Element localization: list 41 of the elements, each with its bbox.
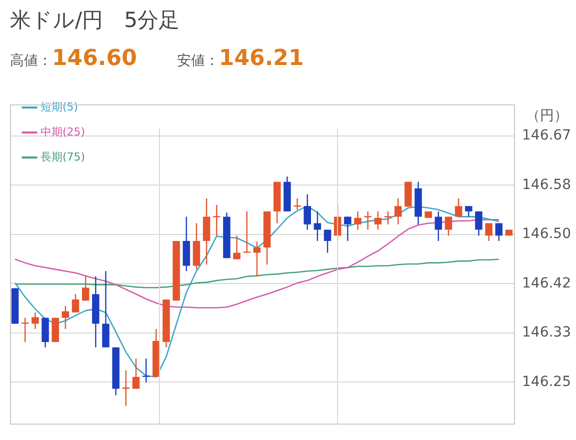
y-tick-label: 146.50 bbox=[522, 226, 571, 242]
text: 安値： bbox=[176, 52, 219, 70]
candlestick bbox=[233, 235, 240, 260]
candlestick bbox=[475, 210, 482, 236]
candlestick bbox=[354, 210, 362, 230]
candlestick bbox=[434, 210, 442, 242]
candlestick bbox=[62, 305, 70, 330]
text: 高値： bbox=[10, 52, 52, 70]
y-axis-title: （円） bbox=[526, 108, 568, 124]
text: 146.60 bbox=[52, 46, 137, 71]
candlestick bbox=[82, 275, 90, 302]
candlestick bbox=[324, 229, 332, 254]
y-tick-label: 146.33 bbox=[522, 324, 571, 341]
candlestick bbox=[394, 198, 402, 225]
legend-label: 長期(75) bbox=[40, 150, 86, 164]
candlestick bbox=[32, 312, 39, 330]
y-tick-label: 146.67 bbox=[522, 128, 571, 144]
y-tick-label: 146.58 bbox=[522, 176, 571, 193]
candlestick bbox=[304, 194, 311, 230]
candlestick bbox=[495, 222, 503, 242]
candlestick bbox=[253, 240, 261, 278]
candlestick bbox=[364, 210, 372, 230]
chart-title: 米ドル/円 5分足 bbox=[10, 7, 180, 34]
candlestick bbox=[213, 204, 220, 236]
candlestick bbox=[314, 210, 322, 242]
candlestick bbox=[454, 198, 462, 218]
y-tick-label: 146.25 bbox=[522, 374, 571, 390]
candlestick bbox=[465, 205, 472, 218]
candlestick bbox=[384, 210, 392, 225]
candlestick bbox=[444, 216, 452, 236]
candlestick bbox=[485, 222, 492, 242]
legend-label: 中期(25) bbox=[40, 125, 86, 138]
candlestick bbox=[132, 358, 140, 390]
candlestick bbox=[374, 210, 382, 230]
text: 146.21 bbox=[218, 46, 304, 71]
candlestick bbox=[243, 210, 251, 254]
candlestick bbox=[102, 270, 110, 348]
candlestick bbox=[344, 216, 352, 242]
candlestick bbox=[142, 358, 150, 383]
y-tick-label: 146.42 bbox=[522, 275, 571, 292]
candlestick bbox=[72, 294, 80, 314]
